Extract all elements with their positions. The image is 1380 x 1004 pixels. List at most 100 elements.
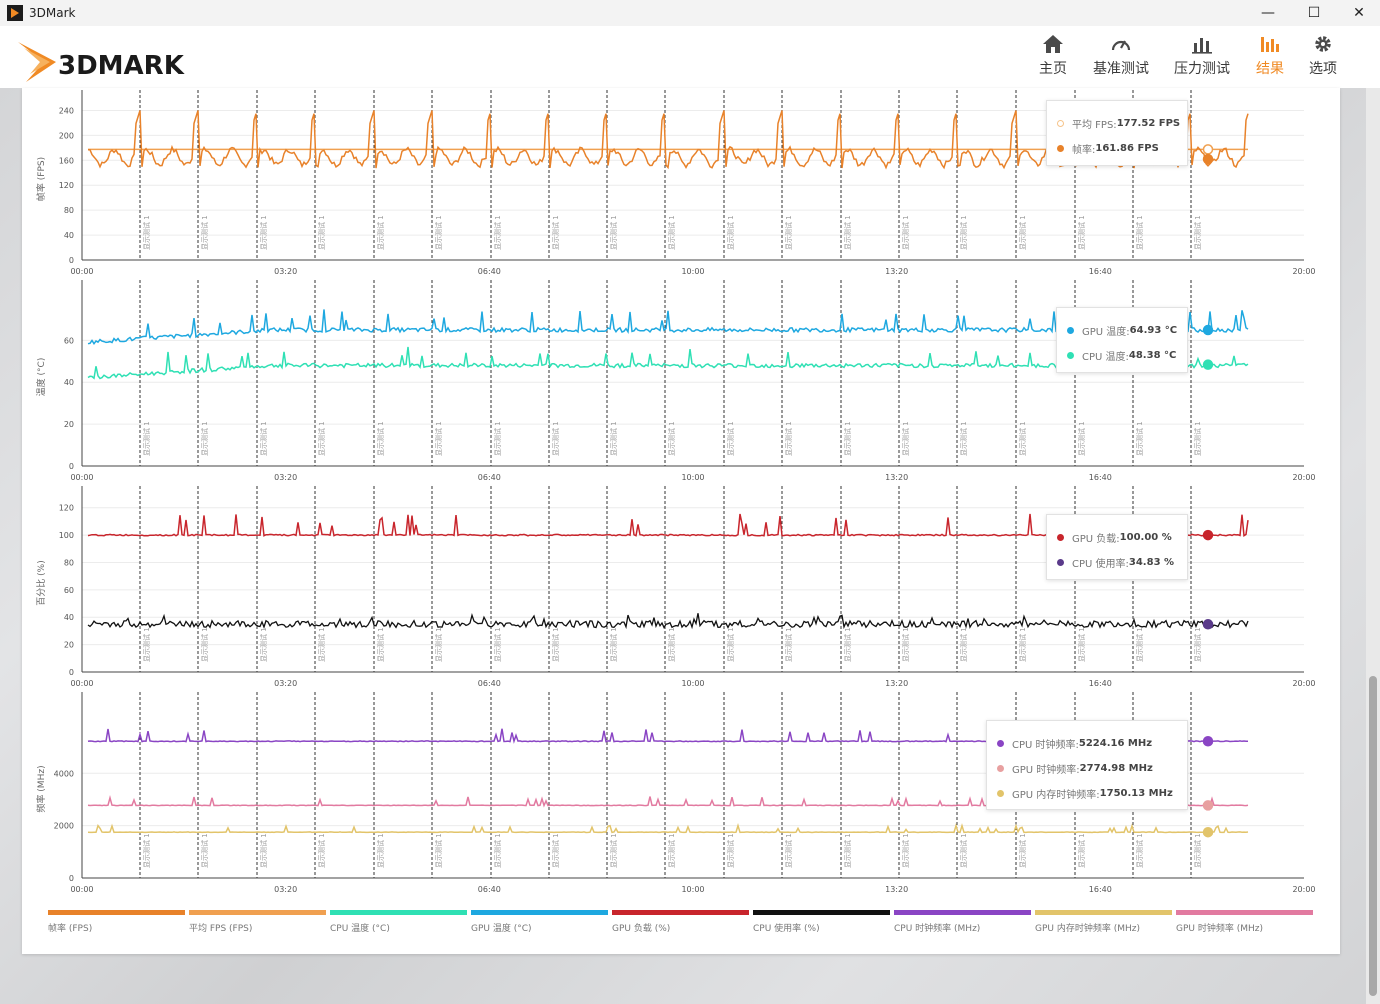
y-tick-label: 40 xyxy=(64,231,74,240)
tooltip-row: CPU 使用率: 34.83 % xyxy=(1057,554,1174,570)
legend-swatch xyxy=(48,910,185,915)
test-marker-label: 显示测试 1 xyxy=(434,627,443,662)
test-marker-label: 显示测试 1 xyxy=(1193,215,1202,250)
test-marker-label: 显示测试 1 xyxy=(1135,215,1144,250)
test-marker-label: 显示测试 1 xyxy=(726,833,735,868)
y-tick-label: 120 xyxy=(59,504,74,513)
nav-home[interactable]: 主页 xyxy=(1023,34,1083,78)
nav-home-label: 主页 xyxy=(1039,61,1067,77)
test-marker-label: 显示测试 1 xyxy=(609,627,618,662)
nav-benchmarks-label: 基准测试 xyxy=(1093,61,1149,77)
x-tick-label: 10:00 xyxy=(681,267,704,276)
test-marker-label: 显示测试 1 xyxy=(142,627,151,662)
tooltip-value: 100.00 % xyxy=(1119,531,1172,543)
bar-chart-icon xyxy=(1192,38,1212,54)
test-marker-label: 显示测试 1 xyxy=(551,833,560,868)
series-dot-icon xyxy=(1057,533,1064,541)
test-marker-label: 显示测试 1 xyxy=(901,833,910,868)
gpu-temp-hover-dot xyxy=(1202,324,1214,336)
legend-item[interactable]: CPU 使用率 (%) xyxy=(753,910,890,934)
y-tick-label: 60 xyxy=(64,586,74,595)
window-title: 3DMark xyxy=(29,6,76,20)
legend-label: CPU 时钟频率 (MHz) xyxy=(894,924,981,934)
y-tick-label: 160 xyxy=(59,156,74,165)
nav-results[interactable]: 结果 xyxy=(1240,34,1300,78)
legend-swatch xyxy=(189,910,326,915)
x-tick-label: 10:00 xyxy=(681,473,704,482)
legend-item[interactable]: CPU 温度 (°C) xyxy=(330,910,467,934)
tooltip-label: CPU 温度: xyxy=(1082,351,1129,363)
x-tick-label: 16:40 xyxy=(1089,679,1112,688)
legend-label: GPU 负载 (%) xyxy=(612,924,671,934)
logo-text: 3DMARK xyxy=(58,51,185,81)
legend-item[interactable]: GPU 内存时钟频率 (MHz) xyxy=(1035,910,1172,934)
series-dot-icon xyxy=(1067,326,1074,334)
x-tick-label: 03:20 xyxy=(274,679,297,688)
y-tick-label: 40 xyxy=(64,378,74,387)
series-dot-icon xyxy=(1067,351,1074,359)
legend-label: CPU 温度 (°C) xyxy=(330,924,390,934)
test-marker-label: 显示测试 1 xyxy=(551,627,560,662)
test-marker-label: 显示测试 1 xyxy=(1193,421,1202,456)
test-marker-label: 显示测试 1 xyxy=(1193,833,1202,868)
test-marker-label: 显示测试 1 xyxy=(376,421,385,456)
test-marker-label: 显示测试 1 xyxy=(784,627,793,662)
legend-label: 平均 FPS (FPS) xyxy=(189,924,253,934)
legend-item[interactable]: GPU 温度 (°C) xyxy=(471,910,608,934)
legend-item[interactable]: CPU 时钟频率 (MHz) xyxy=(894,910,1031,934)
y-tick-label: 240 xyxy=(59,106,74,115)
test-marker-label: 显示测试 1 xyxy=(726,421,735,456)
legend-item[interactable]: 帧率 (FPS) xyxy=(48,910,185,934)
tooltip-row: GPU 内存时钟频率: 1750.13 MHz xyxy=(997,785,1173,801)
chart-tooltip: CPU 时钟频率: 5224.16 MHz GPU 时钟频率: 2774.98 M… xyxy=(986,720,1188,810)
maximize-button[interactable]: ☐ xyxy=(1307,5,1321,21)
x-tick-label: 03:20 xyxy=(274,473,297,482)
test-marker-label: 显示测试 1 xyxy=(1193,627,1202,662)
x-tick-label: 13:20 xyxy=(885,267,908,276)
y-axis-title: 温度 (°C) xyxy=(35,358,47,397)
y-tick-label: 80 xyxy=(64,206,74,215)
app-header: 3DMARK 主页 基准测试 压力测试 结果 xyxy=(0,26,1380,88)
test-marker-label: 显示测试 1 xyxy=(901,215,910,250)
results-chart-card: 0 40 80 120 160 200 240 00:00 03:20 06:40 10:00 13:… xyxy=(22,88,1340,954)
gpu-clock-hover-dot xyxy=(1202,800,1214,811)
gpu-load-hover-dot xyxy=(1202,529,1214,541)
3dmark-logo[interactable]: 3DMARK xyxy=(16,34,226,82)
chart-tooltip: GPU 温度: 64.93 °C CPU 温度: 48.38 °C xyxy=(1056,307,1188,373)
test-marker-label: 显示测试 1 xyxy=(376,833,385,868)
close-button[interactable]: ✕ xyxy=(1353,5,1365,21)
y-tick-label: 2000 xyxy=(54,822,74,831)
test-marker-label: 显示测试 1 xyxy=(726,627,735,662)
legend-item[interactable]: GPU 时钟频率 (MHz) xyxy=(1176,910,1313,934)
test-marker-label: 显示测试 1 xyxy=(959,421,968,456)
vertical-scrollbar[interactable] xyxy=(1366,88,1380,1004)
nav-benchmarks[interactable]: 基准测试 xyxy=(1090,34,1152,78)
test-marker-label: 显示测试 1 xyxy=(200,421,209,456)
x-tick-label: 06:40 xyxy=(478,885,501,894)
legend-label: GPU 时钟频率 (MHz) xyxy=(1176,924,1263,934)
tooltip-value: 177.52 FPS xyxy=(1116,117,1181,129)
test-marker-label: 显示测试 1 xyxy=(259,215,268,250)
minimize-button[interactable]: — xyxy=(1261,5,1275,21)
chart-tooltip: GPU 负载: 100.00 % CPU 使用率: 34.83 % xyxy=(1046,514,1188,580)
nav-options[interactable]: 选项 xyxy=(1293,34,1353,78)
tooltip-value: 1750.13 MHz xyxy=(1099,787,1173,799)
test-marker-label: 显示测试 1 xyxy=(843,627,852,662)
test-marker-label: 显示测试 1 xyxy=(317,833,326,868)
x-tick-label: 13:20 xyxy=(885,473,908,482)
y-tick-label: 20 xyxy=(64,641,74,650)
legend-item[interactable]: GPU 负载 (%) xyxy=(612,910,749,934)
gpu-mem-clock-series xyxy=(87,822,1249,834)
nav-stress-tests[interactable]: 压力测试 xyxy=(1171,34,1233,78)
x-tick-label: 16:40 xyxy=(1089,267,1112,276)
test-marker-label: 显示测试 1 xyxy=(317,421,326,456)
legend-label: 帧率 (FPS) xyxy=(48,924,93,934)
scrollbar-thumb[interactable] xyxy=(1369,676,1377,996)
x-tick-label: 20:00 xyxy=(1292,679,1315,688)
y-tick-label: 120 xyxy=(59,181,74,190)
test-marker-label: 显示测试 1 xyxy=(434,215,443,250)
x-tick-label: 00:00 xyxy=(70,267,93,276)
test-marker-label: 显示测试 1 xyxy=(142,215,151,250)
legend-item[interactable]: 平均 FPS (FPS) xyxy=(189,910,326,934)
cpu-temp-hover-dot xyxy=(1202,359,1214,370)
